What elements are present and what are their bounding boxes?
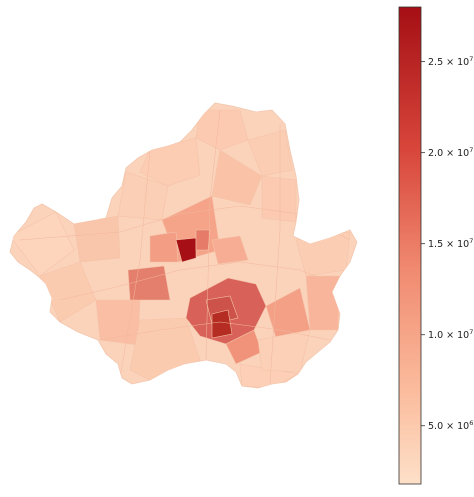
tick-label-exponent: 7 — [469, 146, 473, 154]
colorbar-tick-label: 1.0 × 107 — [428, 328, 473, 341]
region — [305, 275, 341, 331]
tick-label-exponent: 7 — [469, 237, 473, 245]
tick-label-exponent: 7 — [469, 328, 473, 336]
tick-label-base: 5.0 × 10 — [428, 421, 469, 432]
region — [10, 211, 75, 277]
region — [247, 129, 293, 177]
tick-label-exponent: 7 — [469, 55, 473, 63]
region — [195, 229, 211, 251]
region — [95, 299, 141, 346]
colorbar: 5.0 × 106 1.0 × 107 1.5 × 107 2.0 × 107 2.5 … — [390, 0, 474, 493]
region — [139, 137, 201, 187]
tick-label-base: 1.5 × 10 — [428, 239, 469, 250]
region — [211, 309, 233, 339]
colorbar-tick-label: 5.0 × 106 — [428, 419, 473, 432]
region — [175, 237, 197, 263]
tick-label-base: 1.0 × 10 — [428, 330, 469, 341]
tick-label-exponent: 6 — [469, 419, 473, 427]
tick-label-base: 2.5 × 10 — [428, 57, 469, 68]
choropleth-map — [9, 102, 358, 389]
region — [261, 175, 297, 223]
colorbar-gradient — [398, 6, 422, 485]
colorbar-tick-label: 1.5 × 107 — [428, 237, 473, 250]
region — [149, 231, 179, 263]
colorbar-tick-label: 2.0 × 107 — [428, 146, 473, 159]
region — [195, 109, 249, 151]
tick-label-base: 2.0 × 10 — [428, 148, 469, 159]
region — [211, 149, 263, 206]
map-svg — [9, 102, 358, 389]
region — [127, 265, 171, 301]
region — [73, 215, 121, 263]
region — [295, 231, 351, 277]
region — [211, 235, 249, 265]
colorbar-tick-label: 2.5 × 107 — [428, 55, 473, 68]
